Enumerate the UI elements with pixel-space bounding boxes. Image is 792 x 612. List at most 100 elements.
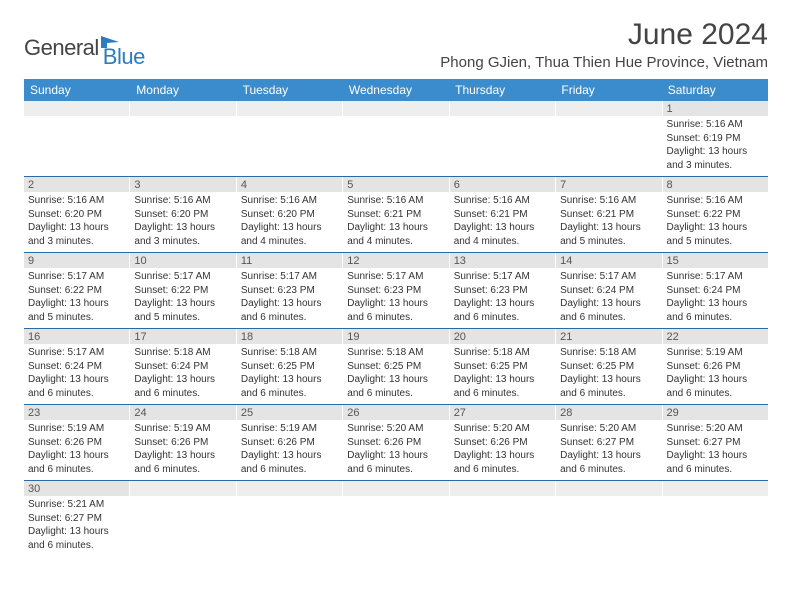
daylight-text: and 4 minutes. [454,235,551,249]
day-cell: 23Sunrise: 5:19 AMSunset: 6:26 PMDayligh… [24,405,130,480]
daylight-text: and 5 minutes. [667,235,764,249]
month-title: June 2024 [440,18,768,52]
day-body: Sunrise: 5:17 AMSunset: 6:22 PMDaylight:… [130,268,235,328]
day-body: Sunrise: 5:20 AMSunset: 6:27 PMDaylight:… [663,420,768,480]
day-body [556,116,661,171]
day-cell: 13 Sunrise: 5:17 AMSunset: 6:23 PMDayligh… [450,253,556,328]
brand-logo: General Blue [24,26,145,70]
day-header: Saturday [662,79,768,101]
sunrise-text: Sunrise: 5:16 AM [454,194,551,208]
week-row: 30Sunrise: 5:21 AMSunset: 6:27 PMDayligh… [24,481,768,556]
day-number: 16 [24,329,129,344]
daylight-text: and 6 minutes. [28,387,125,401]
sunset-text: Sunset: 6:26 PM [454,436,551,450]
sunset-text: Sunset: 6:25 PM [347,360,444,374]
day-body: Sunrise: 5:17 AMSunset: 6:22 PMDaylight:… [24,268,129,328]
sunrise-text: Sunrise: 5:16 AM [28,194,125,208]
daylight-text: Daylight: 13 hours [667,297,764,311]
daylight-text: Daylight: 13 hours [454,297,551,311]
day-body: Sunrise: 5:18 AMSunset: 6:24 PMDaylight:… [130,344,235,404]
weeks-container: 1Sunrise: 5:16 AMSunset: 6:19 PMDaylight… [24,101,768,556]
day-body: Sunrise: 5:16 AMSunset: 6:20 PMDaylight:… [237,192,342,252]
sunrise-text: Sunrise: 5:17 AM [454,270,551,284]
location: Phong GJien, Thua Thien Hue Province, Vi… [440,54,768,71]
day-body [663,496,768,551]
daylight-text: Daylight: 13 hours [560,449,657,463]
day-header: Sunday [24,79,130,101]
sunrise-text: Sunrise: 5:16 AM [667,118,764,132]
day-cell: 16Sunrise: 5:17 AMSunset: 6:24 PMDayligh… [24,329,130,404]
sunset-text: Sunset: 6:24 PM [134,360,231,374]
day-number: 19 [343,329,448,344]
daylight-text: Daylight: 13 hours [667,373,764,387]
day-number: 8 [663,177,768,192]
day-number: 23 [24,405,129,420]
day-number: 14 [556,253,661,268]
day-number: 21 [556,329,661,344]
sunrise-text: Sunrise: 5:18 AM [347,346,444,360]
day-number: 3 [130,177,235,192]
daylight-text: Daylight: 13 hours [560,373,657,387]
sunrise-text: Sunrise: 5:18 AM [560,346,657,360]
daylight-text: and 6 minutes. [454,387,551,401]
sunrise-text: Sunrise: 5:19 AM [667,346,764,360]
day-header: Friday [555,79,661,101]
sunrise-text: Sunrise: 5:19 AM [28,422,125,436]
sunset-text: Sunset: 6:27 PM [560,436,657,450]
brand-part1: General [24,35,99,61]
day-cell: 29Sunrise: 5:20 AMSunset: 6:27 PMDayligh… [663,405,768,480]
day-number: 11 [237,253,342,268]
day-number [130,101,235,116]
day-cell: 25Sunrise: 5:19 AMSunset: 6:26 PMDayligh… [237,405,343,480]
sunset-text: Sunset: 6:26 PM [667,360,764,374]
sunset-text: Sunset: 6:23 PM [454,284,551,298]
week-row: 16Sunrise: 5:17 AMSunset: 6:24 PMDayligh… [24,329,768,405]
daylight-text: Daylight: 13 hours [347,297,444,311]
sunrise-text: Sunrise: 5:16 AM [560,194,657,208]
day-cell: 21Sunrise: 5:18 AMSunset: 6:25 PMDayligh… [556,329,662,404]
day-cell: 18Sunrise: 5:18 AMSunset: 6:25 PMDayligh… [237,329,343,404]
day-header: Tuesday [237,79,343,101]
day-body [450,496,555,551]
day-cell: 30Sunrise: 5:21 AMSunset: 6:27 PMDayligh… [24,481,130,556]
day-number: 24 [130,405,235,420]
day-cell [343,101,449,176]
daylight-text: and 6 minutes. [454,311,551,325]
daylight-text: Daylight: 13 hours [347,449,444,463]
sunrise-text: Sunrise: 5:19 AM [134,422,231,436]
daylight-text: and 6 minutes. [560,463,657,477]
sunrise-text: Sunrise: 5:16 AM [347,194,444,208]
day-body: Sunrise: 5:20 AMSunset: 6:26 PMDaylight:… [343,420,448,480]
day-number [237,101,342,116]
day-body: Sunrise: 5:18 AMSunset: 6:25 PMDaylight:… [450,344,555,404]
day-cell: 6Sunrise: 5:16 AMSunset: 6:21 PMDaylight… [450,177,556,252]
sunset-text: Sunset: 6:27 PM [667,436,764,450]
sunrise-text: Sunrise: 5:17 AM [134,270,231,284]
day-cell: 22Sunrise: 5:19 AMSunset: 6:26 PMDayligh… [663,329,768,404]
sunset-text: Sunset: 6:20 PM [134,208,231,222]
header: General Blue June 2024 Phong GJien, Thua… [24,18,768,71]
daylight-text: Daylight: 13 hours [134,297,231,311]
day-cell [663,481,768,556]
day-number: 13 [450,253,555,268]
day-number: 17 [130,329,235,344]
day-cell [237,481,343,556]
day-cell: 7Sunrise: 5:16 AMSunset: 6:21 PMDaylight… [556,177,662,252]
day-body: Sunrise: 5:16 AMSunset: 6:21 PMDaylight:… [450,192,555,252]
sunset-text: Sunset: 6:26 PM [28,436,125,450]
sunrise-text: Sunrise: 5:17 AM [347,270,444,284]
sunrise-text: Sunrise: 5:16 AM [134,194,231,208]
day-cell [556,481,662,556]
daylight-text: Daylight: 13 hours [454,221,551,235]
sunset-text: Sunset: 6:20 PM [28,208,125,222]
sunrise-text: Sunrise: 5:17 AM [667,270,764,284]
day-cell [450,481,556,556]
day-number: 5 [343,177,448,192]
day-cell [130,481,236,556]
day-header: Monday [130,79,236,101]
day-cell: 10Sunrise: 5:17 AMSunset: 6:22 PMDayligh… [130,253,236,328]
daylight-text: and 6 minutes. [667,463,764,477]
day-number: 15 [663,253,768,268]
day-number: 4 [237,177,342,192]
day-number [556,101,661,116]
